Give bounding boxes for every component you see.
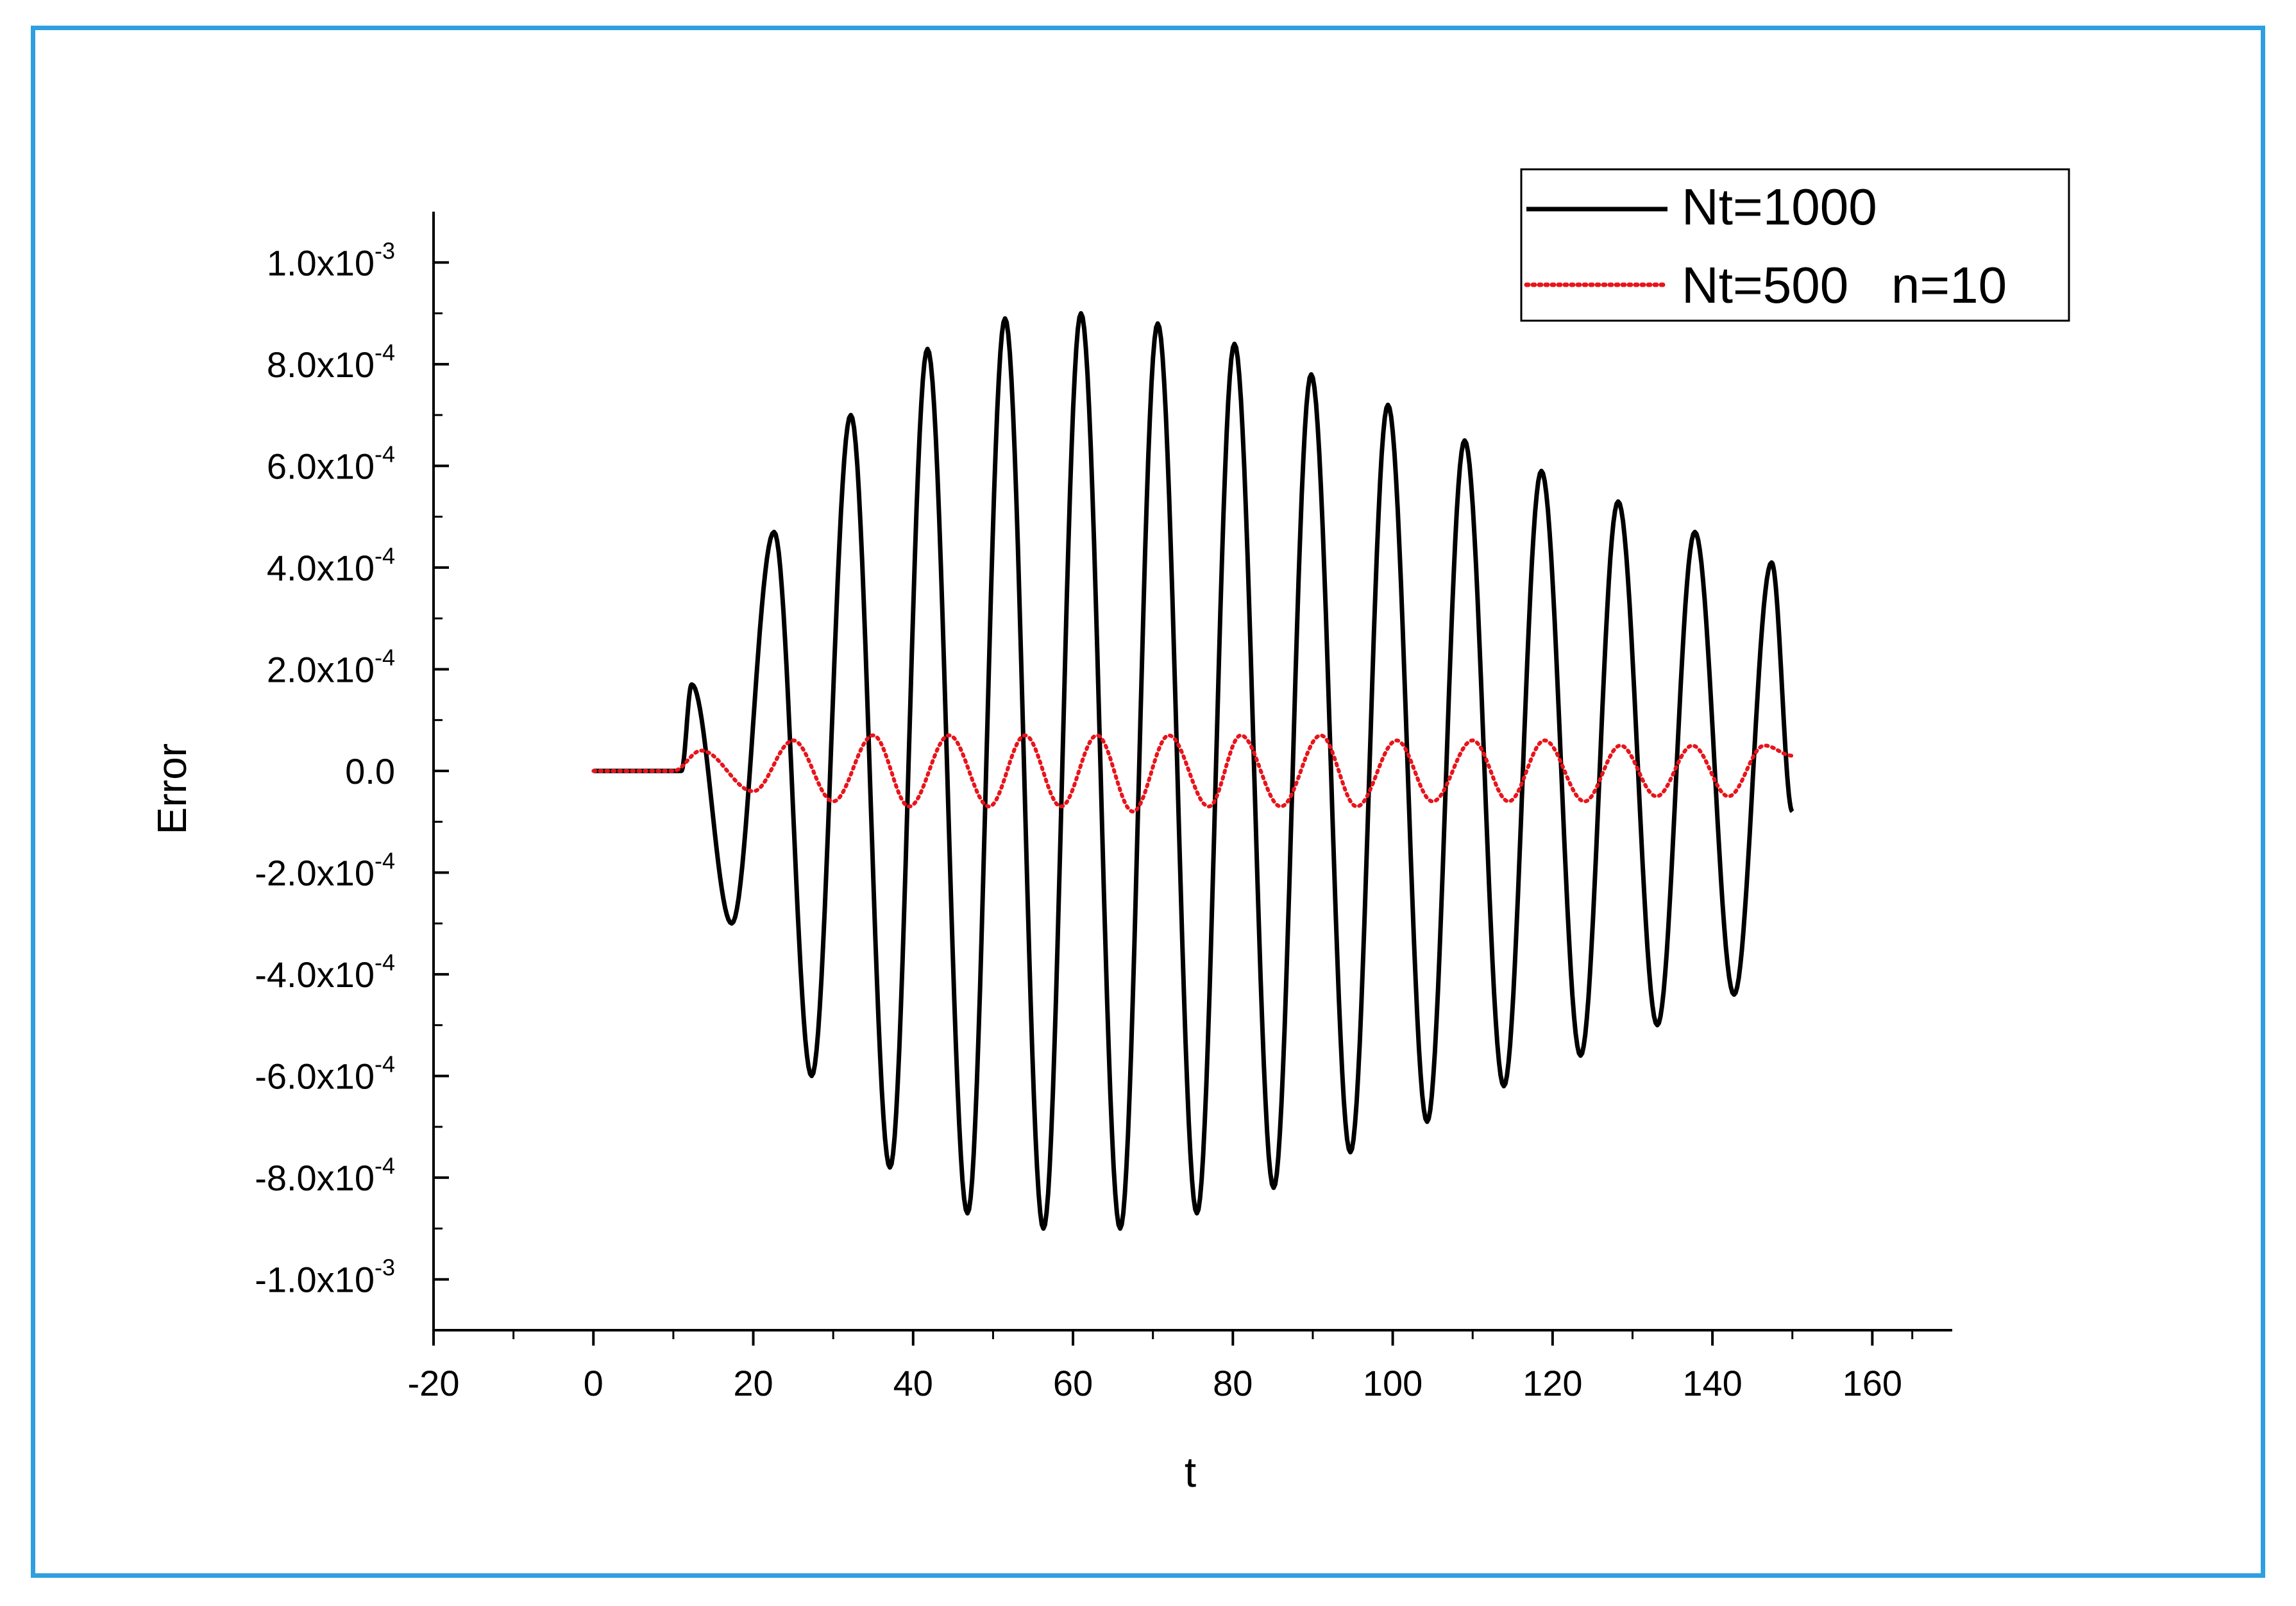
x-tick-label: 160 [1843,1363,1902,1403]
y-tick-label: 8.0x10-4 [267,339,395,385]
x-tick-label: 140 [1682,1363,1742,1403]
y-ticks: 1.0x10-3 8.0x10-4 6.0x10-4 4.0x10-4 2.0x10-4… [255,237,449,1300]
legend-box [1520,168,2070,322]
x-tick-label: 60 [1053,1363,1093,1403]
series-line-nt1000 [593,311,1794,1231]
y-tick-label: -2.0x10-4 [255,848,395,893]
x-axis-title: t [1185,1448,1196,1496]
y-tick-label: -4.0x10-4 [255,949,395,995]
x-tick-label: 80 [1213,1363,1253,1403]
legend-label-nt500: Nt=500 n=10 [1682,257,2007,314]
y-tick-label: 1.0x10-3 [267,237,395,283]
legend-label-nt1000: Nt=1000 [1682,178,1877,235]
y-tick-label: -1.0x10-3 [255,1255,395,1300]
x-tick-label: -20 [408,1363,460,1403]
legend: Nt=1000 Nt=500 n=10 [1520,168,2070,322]
y-tick-label: 4.0x10-4 [267,543,395,588]
y-tick-label: 2.0x10-4 [267,644,395,689]
x-tick-label: 40 [893,1363,933,1403]
x-tick-label: 0 [584,1363,604,1403]
y-axis-title: Error [149,743,195,834]
x-tick-label: 120 [1523,1363,1582,1403]
x-tick-label: 20 [733,1363,773,1403]
y-tick-label: -8.0x10-4 [255,1153,395,1198]
series-line-nt500-n10 [591,733,1794,814]
series-layer [591,311,1794,1231]
x-ticks: -20 0 20 40 60 80 100 120 140 160 [408,1330,1914,1403]
y-tick-label: 6.0x10-4 [267,441,395,486]
y-tick-label: -6.0x10-4 [255,1051,395,1097]
x-tick-label: 100 [1363,1363,1422,1403]
y-tick-label: 0.0 [345,751,395,791]
